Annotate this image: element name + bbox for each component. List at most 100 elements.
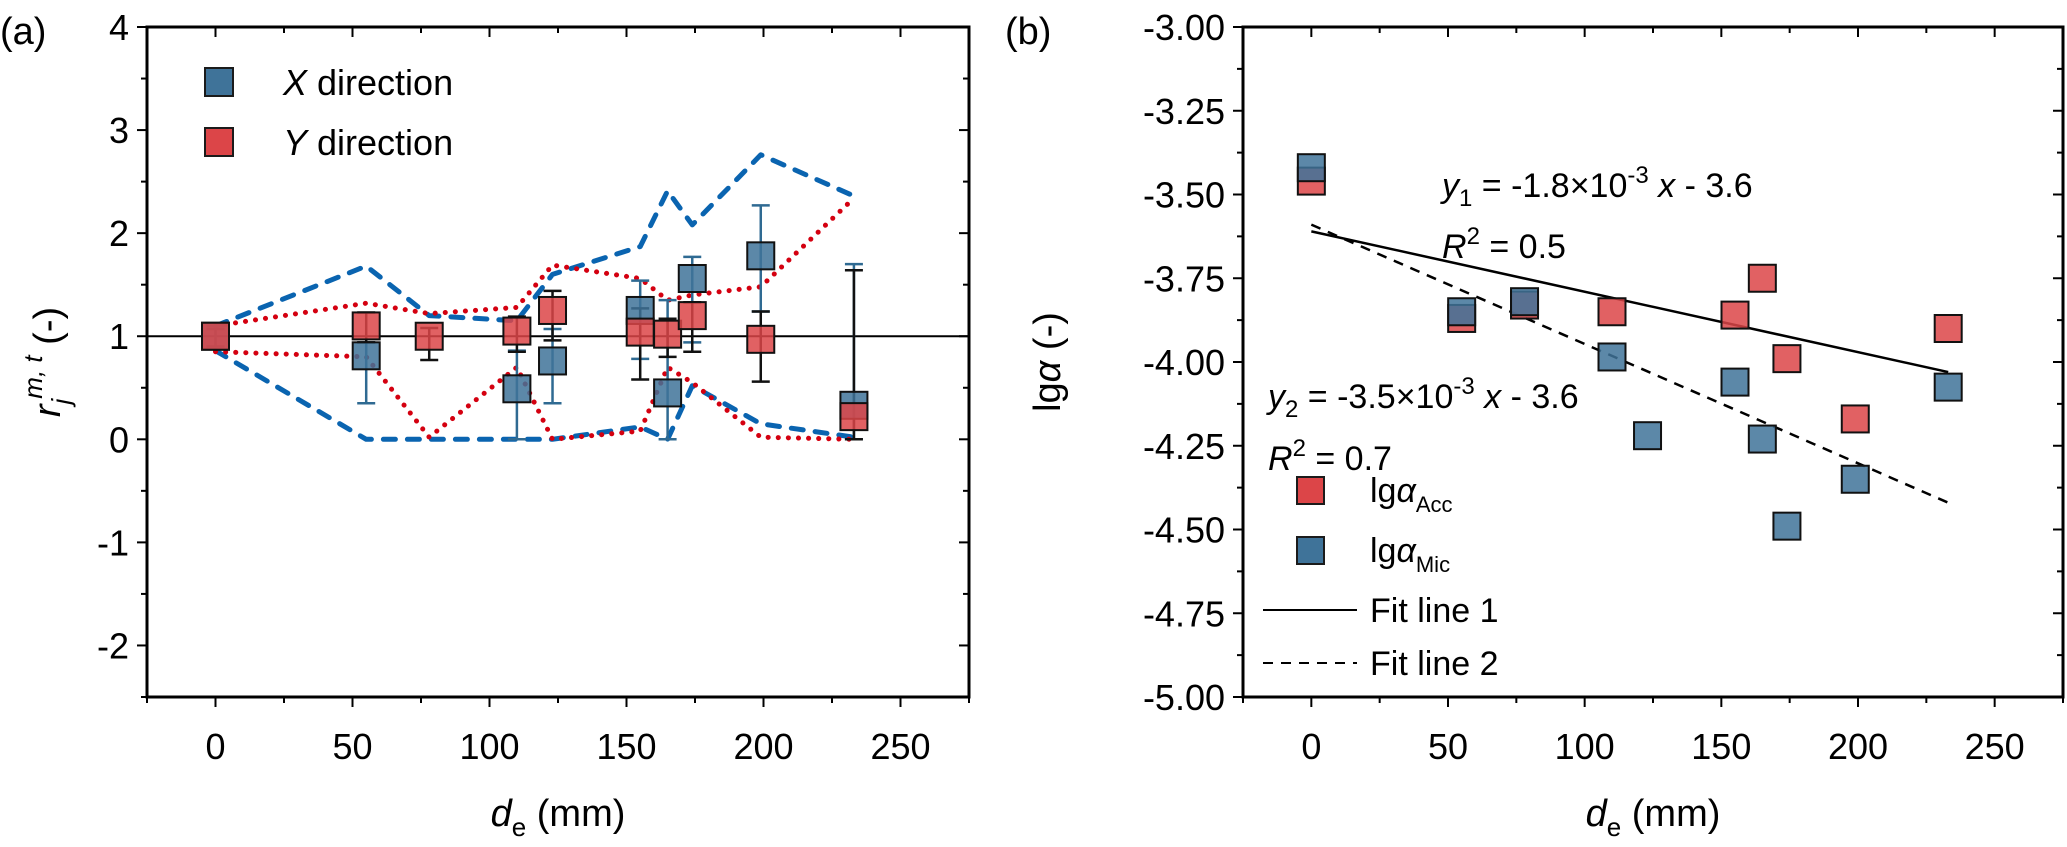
x-upper-bound-line [213, 152, 857, 329]
fit-line-2 [1310, 223, 1949, 504]
y-tick-label: -2 [97, 625, 129, 666]
y-tick-label: -4.50 [1143, 510, 1225, 551]
legend-label-fit-line-2: Fit line 2 [1370, 645, 1499, 683]
y-direction-point [201, 321, 230, 351]
panel-a-y-axis-label: rjm, t (-) [18, 307, 76, 417]
panel-b-x-ticks: 0 50 100 150 200 250 [1242, 27, 2064, 767]
lg-alpha-mic-point [1633, 421, 1663, 451]
x-direction-point [746, 241, 776, 271]
x-direction-point [351, 341, 381, 371]
y-tick-label: -3.75 [1143, 258, 1225, 299]
y-tick-label: 4 [109, 7, 129, 48]
x-tick-label: 250 [1965, 726, 2025, 767]
x-tick-label: 200 [733, 726, 793, 767]
legend-marker-x-direction [204, 67, 234, 97]
lg-alpha-mic-point [1597, 342, 1627, 372]
x-tick-label: 0 [1301, 726, 1321, 767]
lg-alpha-acc-point [1747, 263, 1777, 293]
lg-alpha-mic-point [1933, 372, 1963, 402]
panel-a: (a) 0 50 100 150 200 250 -2 -1 0 1 2 3 4 de (mm) rj… [0, 7, 971, 842]
fit-line-1 [1311, 230, 1949, 374]
panel-b-marks [1296, 153, 1963, 541]
x-tick-label: 100 [459, 726, 519, 767]
panel-b-y-ticks: -5.00 -4.75 -4.50 -4.25 -4.00 -3.75 -3.50 -3.25… [1143, 7, 2063, 718]
legend-marker-lg-alpha-acc [1296, 476, 1325, 505]
y-tick-label: -5.00 [1143, 677, 1225, 718]
x-tick-label: 150 [1691, 726, 1751, 767]
annotation-r-squared-2: R2 = 0.7 [1268, 435, 1392, 478]
panel-a-envelopes [213, 152, 857, 442]
y-direction-point [351, 311, 381, 341]
annotation-fit-equation-2: y2 = -3.5×10-3 x - 3.6 [1266, 373, 1579, 423]
y-direction-point [414, 321, 444, 351]
y-tick-label: -3.00 [1143, 7, 1225, 48]
annotation-r-squared-1: R2 = 0.5 [1442, 223, 1566, 266]
y-tick-label: -1 [97, 522, 129, 563]
legend-label-lg-alpha-mic: lgαMic [1370, 532, 1450, 577]
lg-alpha-mic-point [1510, 287, 1540, 317]
legend-label-y-direction: Y direction [283, 122, 453, 163]
y-tick-label: -4.25 [1143, 426, 1225, 467]
y-tick-label: -4.75 [1143, 593, 1225, 634]
lg-alpha-mic-point [1447, 297, 1477, 327]
legend-marker-y-direction [204, 127, 234, 157]
panel-b-label: (b) [1005, 11, 1051, 53]
panel-b: (b) 0 50 100 150 200 250 -5.00 -4.75 -4.50 -4.25… [1005, 7, 2065, 842]
panel-a-x-ticks: 0 50 100 150 200 250 [146, 27, 970, 767]
legend-marker-lg-alpha-mic [1296, 536, 1325, 565]
x-tick-label: 100 [1555, 726, 1615, 767]
panel-b-axes-frame [1241, 25, 2065, 699]
lg-alpha-mic-point [1772, 511, 1802, 541]
legend-label-fit-line-1: Fit line 1 [1370, 592, 1499, 630]
x-tick-label: 150 [596, 726, 656, 767]
panel-b-legend: lgαAcc lgαMic Fit line 1 Fit line 2 [1263, 472, 1499, 683]
lg-alpha-acc-point [1933, 314, 1963, 343]
x-direction-point [653, 378, 683, 408]
annotation-fit-equation-1: y1 = -1.8×10-3 x - 3.6 [1440, 162, 1753, 212]
lg-alpha-acc-point [1720, 300, 1750, 330]
y-tick-label: -3.25 [1143, 91, 1225, 132]
y-direction-point [677, 301, 707, 331]
y-direction-point [746, 324, 776, 354]
y-tick-label: -4.00 [1143, 342, 1225, 383]
panel-a-legend: X direction Y direction [204, 62, 453, 163]
x-lower-bound-line [213, 348, 857, 442]
lg-alpha-mic-point [1720, 367, 1750, 397]
y-direction-point [625, 317, 655, 347]
legend-label-lg-alpha-acc: lgαAcc [1370, 472, 1453, 517]
lg-alpha-mic-point [1747, 424, 1777, 454]
x-direction-point [502, 374, 532, 404]
lg-alpha-acc-point [1597, 297, 1627, 327]
x-tick-label: 0 [205, 726, 225, 767]
lg-alpha-mic-point [1840, 464, 1870, 494]
panel-b-x-axis-label: de (mm) [1586, 793, 1721, 842]
x-tick-label: 50 [1428, 726, 1468, 767]
y-tick-label: 2 [109, 213, 129, 254]
panel-a-marks [201, 204, 869, 441]
y-direction-point [839, 402, 869, 432]
panel-a-label: (a) [0, 11, 46, 53]
x-tick-label: 250 [870, 726, 930, 767]
panel-b-fit-lines [1310, 223, 1949, 504]
y-tick-label: -3.50 [1143, 175, 1225, 216]
y-upper-bound-line [213, 195, 857, 329]
y-direction-point [538, 295, 568, 325]
y-tick-label: 1 [109, 316, 129, 357]
legend-label-x-direction: X direction [282, 62, 453, 103]
y-tick-label: 3 [109, 110, 129, 151]
x-direction-point [538, 346, 568, 376]
lg-alpha-acc-point [1772, 344, 1802, 374]
panel-a-x-axis-label: de (mm) [491, 793, 626, 842]
panel-a-y-ticks: -2 -1 0 1 2 3 4 [97, 7, 969, 698]
y-lower-bound-line [213, 349, 857, 442]
y-tick-label: 0 [109, 419, 129, 460]
x-tick-label: 50 [332, 726, 372, 767]
lg-alpha-acc-point [1840, 404, 1870, 434]
x-tick-label: 200 [1828, 726, 1888, 767]
y-direction-point [502, 316, 532, 346]
panel-b-y-axis-label: lgα (-) [1027, 312, 1069, 412]
y-direction-point [653, 319, 683, 349]
x-direction-point [677, 264, 707, 294]
lg-alpha-mic-point [1296, 153, 1326, 183]
